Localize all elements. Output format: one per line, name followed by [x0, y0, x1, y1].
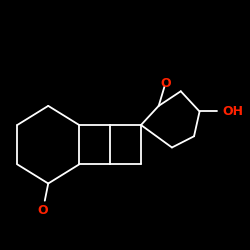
- Text: OH: OH: [223, 105, 244, 118]
- Text: O: O: [38, 204, 48, 216]
- Text: O: O: [160, 77, 170, 90]
